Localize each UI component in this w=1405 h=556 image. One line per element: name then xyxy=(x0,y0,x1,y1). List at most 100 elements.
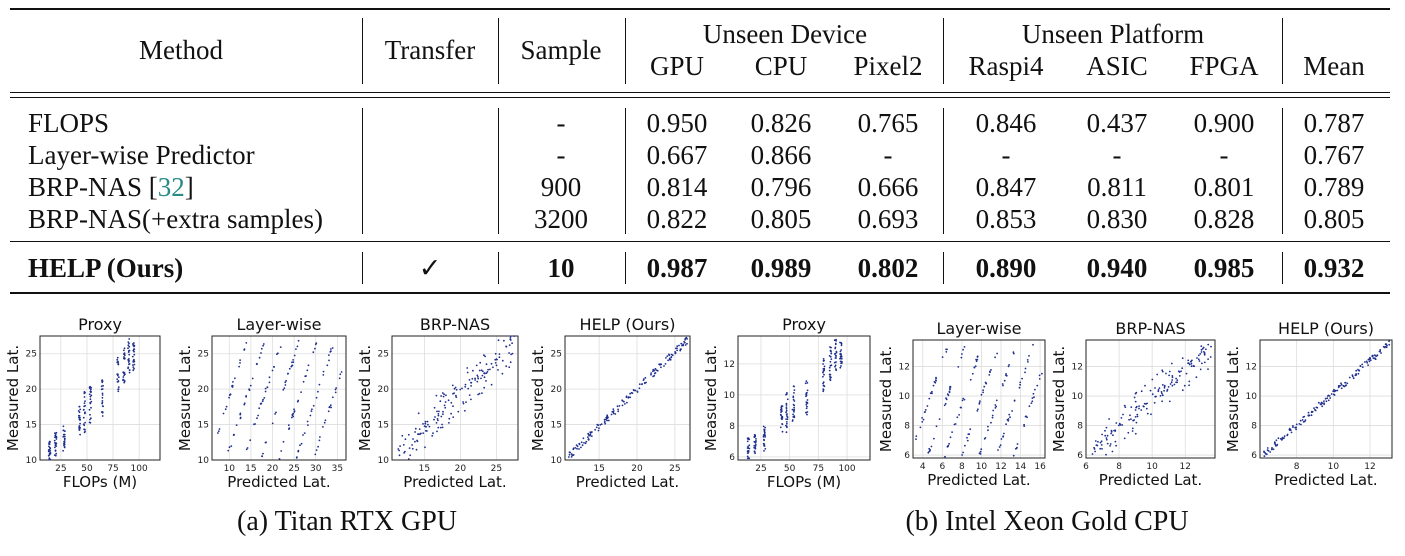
scatter-point xyxy=(127,341,130,343)
scatter-point xyxy=(1365,360,1368,363)
scatter-point xyxy=(663,365,665,367)
scatter-point xyxy=(623,400,625,403)
scatter-point xyxy=(1094,450,1096,453)
scatter-point xyxy=(132,344,135,347)
scatter-point xyxy=(1099,447,1102,450)
scatter-point xyxy=(632,389,635,391)
scatter-point xyxy=(835,355,838,357)
scatter-point xyxy=(90,394,93,397)
scatter-point xyxy=(1326,397,1329,400)
scatter-point xyxy=(1163,386,1166,389)
scatter-point xyxy=(665,357,667,359)
scatter-point xyxy=(575,444,578,446)
scatter-point xyxy=(1145,403,1147,405)
vrule xyxy=(498,252,499,284)
scatter-point xyxy=(287,424,290,427)
scatter-point xyxy=(840,342,843,345)
scatter-point xyxy=(1320,401,1323,404)
y-tick-label: 20 xyxy=(378,385,390,395)
row-mean: 0.789 xyxy=(1303,172,1365,202)
scatter-point xyxy=(1336,389,1339,392)
scatter-point xyxy=(1024,415,1027,418)
scatter-point xyxy=(987,429,989,432)
scatter-point xyxy=(1340,382,1342,385)
scatter-point xyxy=(78,427,81,429)
scatter-point xyxy=(330,406,332,409)
scatter-point xyxy=(1115,444,1117,447)
scatter-point xyxy=(1171,379,1174,381)
scatter-point xyxy=(963,398,966,401)
y-tick-label: 12 xyxy=(1246,363,1257,373)
scatter-point xyxy=(1176,379,1179,381)
scatter-point xyxy=(123,349,125,352)
scatter-point xyxy=(1290,431,1293,434)
scatter-point xyxy=(1264,452,1267,454)
scatter-point xyxy=(340,371,343,373)
scatter-point xyxy=(441,392,444,394)
scatter-point xyxy=(132,349,135,352)
scatter-point xyxy=(454,386,457,389)
scatter-point xyxy=(1135,391,1138,394)
scatter-point xyxy=(432,432,434,435)
scatter-point xyxy=(280,450,283,452)
scatter-point xyxy=(830,346,832,349)
scatter-point xyxy=(1105,426,1108,429)
scatter-point xyxy=(90,400,93,403)
scatter-point xyxy=(459,388,462,391)
y-tick-label: 15 xyxy=(551,421,562,431)
scatter-point xyxy=(84,421,86,424)
scatter-point xyxy=(78,418,81,421)
scatter-point xyxy=(128,369,131,371)
scatter-point xyxy=(101,411,104,414)
scatter-point xyxy=(1104,429,1106,432)
x-tick-label: 10 xyxy=(1146,462,1158,472)
scatter-point xyxy=(414,431,416,433)
scatter-point xyxy=(328,406,331,409)
scatter-point xyxy=(1313,407,1315,409)
scatter-point xyxy=(403,452,405,454)
scatter-point xyxy=(791,419,794,421)
scatter-point xyxy=(1110,432,1112,435)
scatter-point xyxy=(598,427,600,429)
scatter-point xyxy=(123,347,126,350)
scatter-point xyxy=(434,416,436,418)
scatter-point xyxy=(122,371,125,374)
scatter-point xyxy=(979,400,981,402)
scatter-point xyxy=(501,372,504,375)
scatter-point xyxy=(508,344,511,346)
scatter-point xyxy=(78,414,80,417)
scatter-point xyxy=(1351,375,1354,378)
scatter-point xyxy=(256,417,258,420)
scatter-point xyxy=(1188,380,1191,383)
citation-link[interactable]: 32 xyxy=(157,172,185,202)
scatter-point xyxy=(288,367,291,370)
scatter-point xyxy=(101,396,104,399)
scatter-point xyxy=(285,379,287,382)
scatter-point xyxy=(1161,400,1163,403)
scatter-point xyxy=(806,411,809,413)
scatter-point xyxy=(505,345,507,348)
scatter-point xyxy=(302,380,305,383)
scatter-point xyxy=(830,358,833,360)
scatter-point xyxy=(926,405,929,407)
x-tick-label: 10 xyxy=(1328,462,1340,472)
scatter-point xyxy=(568,453,571,456)
group-rule xyxy=(10,241,1390,242)
scatter-point xyxy=(785,393,787,396)
scatter-point xyxy=(1124,406,1127,408)
scatter-point xyxy=(246,447,249,449)
scatter-point xyxy=(49,447,52,450)
scatter-point xyxy=(444,406,447,409)
scatter-point xyxy=(793,392,795,394)
scatter-point xyxy=(839,350,842,353)
scatter-point xyxy=(318,383,321,386)
vrule xyxy=(362,108,363,234)
header-fpga: FPGA xyxy=(1189,51,1259,81)
scatter-point xyxy=(1170,362,1173,365)
scatter-point xyxy=(1133,396,1136,399)
scatter-point xyxy=(82,416,85,419)
scatter-point xyxy=(477,376,479,378)
scatter-point xyxy=(1024,367,1027,370)
scatter-point xyxy=(834,342,837,345)
scatter-point xyxy=(1030,402,1033,404)
